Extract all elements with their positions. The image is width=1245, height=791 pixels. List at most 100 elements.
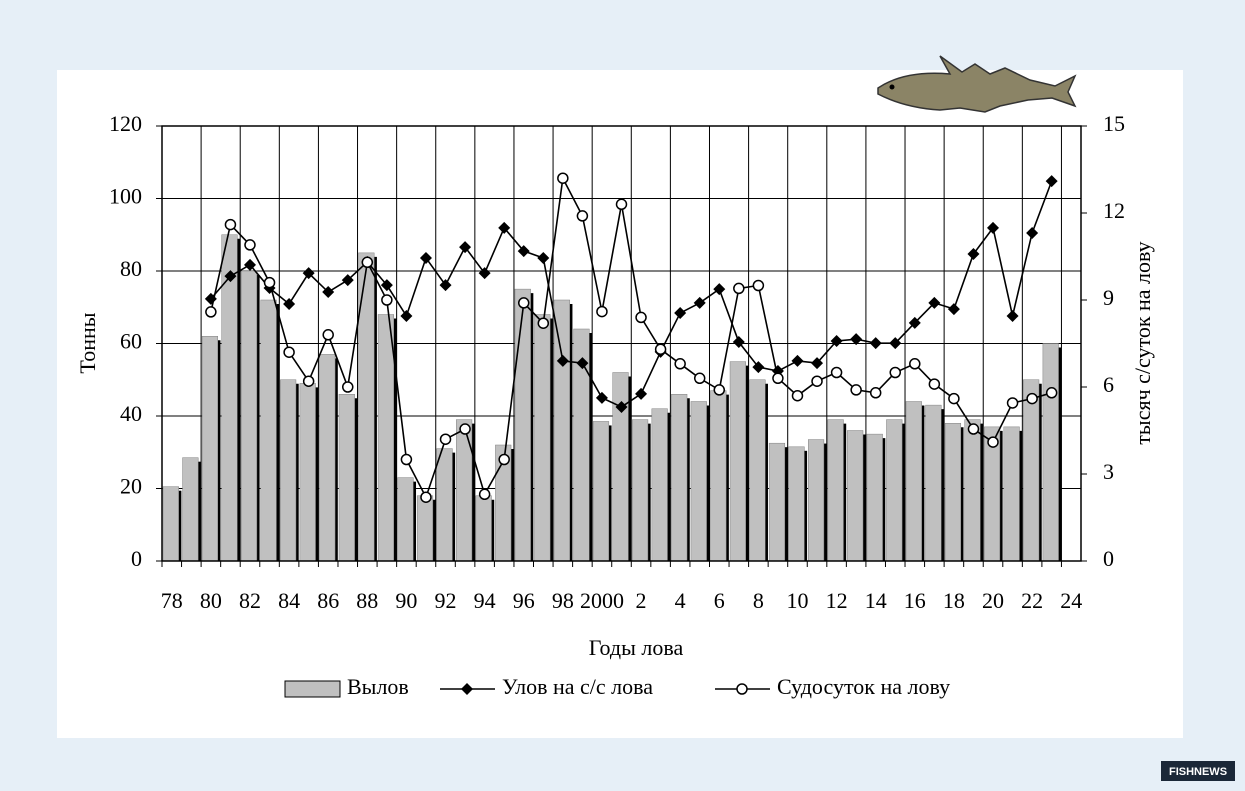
marker-diamond xyxy=(595,391,608,404)
y-tick-label: 100 xyxy=(109,184,142,209)
marker-circle xyxy=(752,279,765,292)
marker-diamond xyxy=(713,283,726,296)
fish-illustration xyxy=(877,55,1077,113)
marker-diamond xyxy=(987,221,1000,234)
marker-diamond xyxy=(850,333,863,346)
marker-circle xyxy=(302,375,315,387)
legend-marker xyxy=(736,683,748,695)
bar xyxy=(319,354,336,562)
marker-circle xyxy=(654,343,667,356)
bar xyxy=(436,448,453,562)
x-tick-label: 2 xyxy=(636,588,647,613)
marker-diamond xyxy=(693,296,706,309)
x-tick-label: 82 xyxy=(239,588,261,613)
y-tick-label: 40 xyxy=(120,401,142,426)
bar-shadow xyxy=(763,383,768,561)
marker-circle xyxy=(1045,387,1058,399)
bar xyxy=(866,433,883,562)
bar-shadow xyxy=(392,318,397,561)
y2-tick-label: 0 xyxy=(1103,546,1114,571)
marker-circle xyxy=(909,358,921,370)
y2-axis-label: тысяч с/суток на лову xyxy=(1130,241,1155,444)
marker-diamond xyxy=(400,309,413,322)
marker-circle xyxy=(772,372,784,385)
x-tick-label: 20 xyxy=(982,588,1004,613)
bar xyxy=(886,419,903,562)
bar xyxy=(651,408,668,562)
marker-circle xyxy=(361,256,374,269)
legend-label: Вылов xyxy=(347,674,409,699)
x-tick-label: 86 xyxy=(317,588,339,613)
marker-circle xyxy=(576,210,589,222)
bar xyxy=(377,314,394,562)
marker-circle xyxy=(811,375,823,387)
legend-marker xyxy=(461,683,473,695)
bar xyxy=(280,379,297,562)
bar xyxy=(612,372,629,562)
y2-tick-label: 15 xyxy=(1103,111,1125,136)
bar xyxy=(749,379,766,562)
x-tick-label: 98 xyxy=(552,588,574,613)
bar xyxy=(201,336,218,562)
marker-diamond xyxy=(439,279,452,292)
bar-shadow xyxy=(235,238,241,561)
bar xyxy=(240,270,258,562)
y2-tick-label: 3 xyxy=(1103,459,1114,484)
bar xyxy=(847,430,864,562)
marker-diamond xyxy=(908,316,921,329)
bar-shadow xyxy=(744,365,749,561)
marker-circle xyxy=(850,384,862,396)
marker-diamond xyxy=(889,337,902,350)
marker-circle xyxy=(733,282,745,295)
marker-circle xyxy=(263,276,276,289)
bar-shadow xyxy=(313,387,319,561)
marker-circle xyxy=(517,297,530,309)
bar-shadow xyxy=(939,409,944,561)
marker-circle xyxy=(1006,397,1019,409)
marker-diamond xyxy=(791,354,804,367)
marker-diamond xyxy=(1026,226,1039,239)
marker-circle xyxy=(713,384,726,396)
x-tick-label: 2000 xyxy=(580,588,624,613)
bar xyxy=(964,419,981,562)
x-tick-label: 88 xyxy=(356,588,378,613)
bar-shadow xyxy=(1017,430,1023,561)
bar-shadow xyxy=(646,423,651,561)
bar-shadow xyxy=(274,304,280,561)
bar xyxy=(338,394,355,562)
x-tick-label: 84 xyxy=(278,588,300,613)
bar-shadow xyxy=(783,447,788,561)
marker-circle xyxy=(400,453,413,466)
bar-shadow xyxy=(294,383,299,561)
marker-diamond xyxy=(732,336,745,349)
marker-circle xyxy=(322,329,334,341)
marker-circle xyxy=(693,372,706,385)
x-tick-label: 22 xyxy=(1021,588,1043,613)
marker-circle xyxy=(224,218,237,231)
marker-circle xyxy=(342,381,354,393)
bar xyxy=(710,390,727,562)
marker-diamond xyxy=(947,303,960,316)
x-tick-label: 8 xyxy=(753,588,764,613)
bar-shadow xyxy=(431,499,436,561)
marker-diamond xyxy=(517,245,530,258)
legend-label: Судосуток на лову xyxy=(777,674,950,699)
bar-shadow xyxy=(509,449,514,561)
marker-diamond xyxy=(752,361,765,374)
bar-shadow xyxy=(177,490,182,561)
marker-circle xyxy=(674,358,686,370)
marker-diamond xyxy=(811,357,824,370)
plot-frame xyxy=(161,125,1082,562)
marker-diamond xyxy=(341,274,354,287)
bar-shadow xyxy=(607,425,612,561)
x-tick-label: 14 xyxy=(865,588,887,613)
marker-circle xyxy=(537,317,550,329)
bar-shadow xyxy=(255,275,260,561)
bar xyxy=(768,442,786,562)
marker-diamond xyxy=(283,297,296,310)
x-tick-label: 16 xyxy=(904,588,926,613)
bar xyxy=(397,477,414,562)
marker-diamond xyxy=(576,357,589,370)
marker-circle xyxy=(596,305,608,318)
bar xyxy=(514,288,531,562)
